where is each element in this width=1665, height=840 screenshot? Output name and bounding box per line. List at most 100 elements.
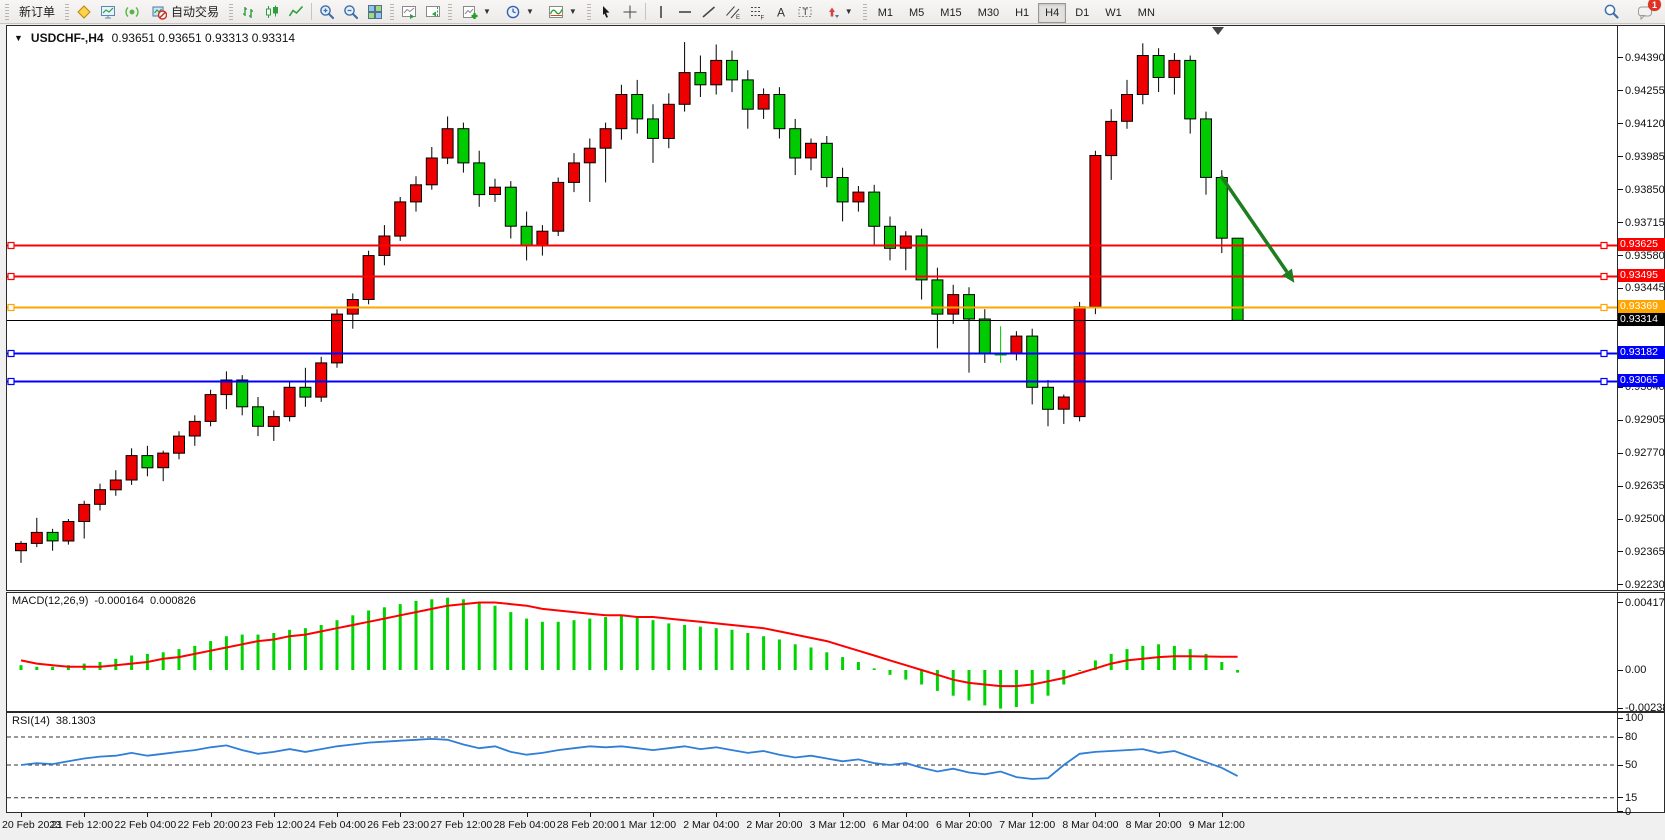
date-tick	[526, 813, 528, 817]
new-chart-button[interactable]: ▼	[456, 1, 497, 22]
toolbar-grip[interactable]	[586, 3, 591, 20]
date-label: 8 Mar 04:00	[1062, 819, 1119, 831]
rsi-label: RSI(14) 38.1303	[12, 715, 96, 727]
timeframe-M30[interactable]: M30	[977, 6, 1000, 19]
horizontal-line-icon[interactable]	[674, 1, 696, 22]
main-chart-pane[interactable]	[6, 25, 1665, 591]
date-label: 2 Mar 20:00	[746, 819, 803, 831]
date-label: 1 Mar 12:00	[620, 819, 677, 831]
macd-pane[interactable]: MACD(12,26,9) -0.000164 0.000826	[6, 592, 1665, 712]
bar-chart-icon[interactable]	[237, 1, 259, 22]
new-order-label: 新订单	[19, 5, 56, 19]
period-clock-button[interactable]: ▼	[499, 1, 540, 22]
macd-main-value: -0.000164	[94, 595, 144, 607]
timeframe-M15[interactable]: M15	[940, 6, 962, 19]
macd-chart[interactable]	[7, 593, 1617, 711]
date-label: 22 Feb 04:00	[114, 819, 177, 831]
chevron-down-icon: ▼	[483, 7, 491, 16]
new-order-button[interactable]: 新订单	[13, 1, 61, 22]
svg-text:F: F	[760, 15, 764, 20]
ohlc-values: 0.93651 0.93651 0.93313 0.93314	[111, 31, 296, 45]
date-tick	[905, 813, 907, 817]
date-label: 6 Mar 20:00	[936, 819, 993, 831]
signals-icon[interactable]	[121, 1, 143, 22]
toolbar-grip[interactable]	[390, 3, 395, 20]
market-watch-icon[interactable]	[97, 1, 119, 22]
date-label: 9 Mar 12:00	[1188, 819, 1245, 831]
date-tick	[1221, 813, 1223, 817]
rsi-value: 38.1303	[55, 715, 96, 727]
equidistant-channel-icon[interactable]: E	[722, 1, 744, 22]
tile-windows-icon[interactable]	[364, 1, 386, 22]
crosshair-icon[interactable]	[619, 1, 641, 22]
cursor-icon[interactable]	[595, 1, 617, 22]
toolbar-grip[interactable]	[5, 3, 9, 20]
timeframe-W1[interactable]: W1	[1105, 6, 1122, 19]
toolbar-grip[interactable]	[862, 3, 867, 20]
symbol-period-label: USDCHF-,H4	[30, 31, 104, 45]
text-icon[interactable]: A	[770, 1, 792, 22]
svg-text:A: A	[777, 5, 785, 19]
separator	[311, 3, 313, 20]
date-label: 21 Feb 12:00	[51, 819, 114, 831]
date-tick	[463, 813, 465, 817]
price-axis-separator	[1617, 593, 1618, 711]
notification-badge: 1	[1648, 0, 1661, 11]
candlestick-chart[interactable]	[7, 26, 1617, 590]
date-label: 6 Mar 04:00	[872, 819, 929, 831]
date-tick	[1158, 813, 1160, 817]
quotes-diamond-icon[interactable]	[73, 1, 95, 22]
timeframe-M5[interactable]: M5	[909, 6, 925, 19]
zoom-out-icon[interactable]	[340, 1, 362, 22]
chart-shift-icon[interactable]	[422, 1, 444, 22]
timeframe-D1[interactable]: D1	[1075, 6, 1090, 19]
date-label: 7 Mar 12:00	[999, 819, 1056, 831]
chevron-down-icon: ▼	[525, 7, 534, 16]
arrow-objects-icon	[828, 7, 839, 18]
arrow-objects-button[interactable]: ▼	[818, 1, 859, 22]
chat-icon	[1637, 6, 1652, 20]
candlestick-chart-icon[interactable]	[261, 1, 283, 22]
date-tick	[1095, 813, 1097, 817]
autotrading-icon	[152, 6, 168, 20]
toolbar-grip[interactable]	[448, 3, 453, 20]
date-tick	[400, 813, 402, 817]
date-tick	[779, 813, 781, 817]
date-label: 26 Feb 23:00	[367, 819, 430, 831]
autotrading-label: 自动交易	[171, 5, 220, 19]
search-icon[interactable]	[1600, 1, 1622, 22]
new-chart-icon	[463, 5, 478, 19]
chart-title[interactable]: ▼ USDCHF-,H4 0.93651 0.93651 0.93313 0.9…	[14, 31, 295, 45]
timeframe-M1[interactable]: M1	[877, 6, 893, 19]
toolbar-grip[interactable]	[229, 3, 234, 20]
date-label: 28 Feb 20:00	[556, 819, 619, 831]
rsi-chart[interactable]	[7, 713, 1617, 812]
toolbar-grip[interactable]	[65, 3, 70, 20]
date-label: 2 Mar 04:00	[683, 819, 740, 831]
trendline-icon[interactable]	[698, 1, 720, 22]
date-label: 20 Feb 2023	[2, 819, 61, 831]
timeframe-H1[interactable]: H1	[1015, 6, 1030, 19]
timeframe-MN[interactable]: MN	[1137, 6, 1155, 19]
date-tick	[589, 813, 591, 817]
price-axis-separator	[1617, 26, 1618, 590]
text-label-icon[interactable]: T	[794, 1, 816, 22]
date-tick	[210, 813, 212, 817]
chevron-down-icon: ▼	[568, 7, 577, 16]
autotrading-button[interactable]: 自动交易	[145, 1, 225, 22]
chart-menu-caret-icon[interactable]: ▼	[14, 33, 23, 43]
date-tick	[147, 813, 149, 817]
timeframe-H4[interactable]: H4	[1038, 2, 1067, 23]
rsi-pane[interactable]: RSI(14) 38.1303	[6, 712, 1665, 813]
date-tick	[337, 813, 338, 817]
notifications-chat-button[interactable]: 1	[1634, 0, 1661, 22]
auto-scroll-icon[interactable]	[398, 1, 420, 22]
date-tick	[653, 813, 654, 817]
date-label: 24 Feb 04:00	[304, 819, 366, 831]
fibonacci-icon[interactable]: F	[746, 1, 768, 22]
date-tick	[842, 813, 844, 817]
vertical-line-icon[interactable]	[650, 1, 672, 22]
indicators-button[interactable]: ▼	[542, 1, 583, 22]
zoom-in-icon[interactable]	[316, 1, 338, 22]
line-chart-icon[interactable]	[285, 1, 307, 22]
